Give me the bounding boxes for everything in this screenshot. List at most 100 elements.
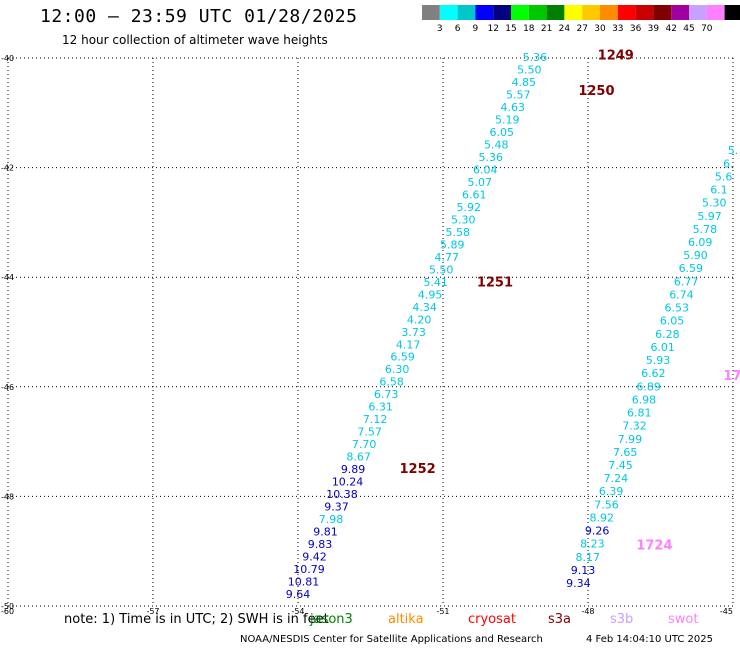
color-scale-label: 36	[630, 24, 642, 34]
pass-label: 1249	[598, 48, 634, 63]
color-scale-label: 21	[541, 24, 552, 34]
wave-height-point: 5.36	[523, 51, 548, 64]
wave-height-point: 6.59	[390, 351, 415, 364]
wave-height-point: 8.23	[580, 538, 605, 551]
wave-height-point: 6.89	[636, 380, 661, 393]
color-scale-swatch	[600, 5, 618, 20]
wave-height-point: 6.1	[710, 184, 728, 197]
wave-height-point: 10.79	[293, 563, 325, 576]
color-scale-swatch	[671, 5, 689, 20]
color-scale-label: 18	[523, 24, 535, 34]
wave-height-point: 7.98	[319, 513, 344, 526]
wave-height-point: 4.77	[434, 251, 459, 264]
wave-height-point: 4.20	[407, 313, 432, 326]
wave-height-point: 6.81	[627, 407, 652, 420]
satellite-legend-item: swot	[668, 612, 699, 627]
wave-height-point: 9.81	[313, 526, 338, 539]
wave-height-point: 6.05	[660, 315, 685, 328]
wave-height-point: 7.24	[604, 472, 629, 485]
wave-height-point: 4.17	[396, 338, 421, 351]
wave-height-point: 5.57	[506, 88, 531, 101]
wave-height-point: 6.01	[650, 341, 675, 354]
y-tick-label: -48	[1, 492, 14, 501]
color-scale-swatch	[689, 5, 707, 20]
y-tick-label: -50	[1, 602, 14, 611]
wave-height-point: 5.30	[451, 213, 476, 226]
color-scale-swatch	[635, 5, 654, 20]
wave-height-point: 6.09	[688, 236, 713, 249]
wave-height-point: 9.37	[324, 501, 349, 514]
y-tick-label: -46	[1, 383, 14, 392]
wave-height-point: 4.85	[512, 76, 537, 89]
color-scale-swatch	[439, 5, 458, 20]
color-scale-label: 12	[487, 24, 498, 34]
wave-height-point: 6.53	[665, 302, 690, 315]
wave-height-point: 5.89	[440, 238, 465, 251]
x-tick-label: -54	[291, 607, 304, 616]
wave-height-point: 6.61	[462, 188, 487, 201]
wave-height-point: 5.92	[456, 201, 481, 214]
wave-height-point: 6.58	[379, 376, 404, 389]
wave-height-point: 7.65	[613, 446, 638, 459]
x-tick-label: -48	[581, 607, 594, 616]
pass-label: 1252	[400, 462, 436, 477]
wave-height-point: 8.92	[590, 511, 615, 524]
wave-height-point: 4.63	[501, 101, 526, 114]
footer-date: 4 Feb 14:04:10 UTC 2025	[586, 634, 713, 645]
color-scale-label: 33	[612, 24, 623, 34]
wave-height-point: 7.45	[608, 459, 633, 472]
color-scale-swatch	[493, 5, 511, 20]
color-scale-swatch	[475, 5, 494, 20]
color-scale-swatch	[617, 5, 636, 20]
footer-credit: NOAA/NESDIS Center for Satellite Applica…	[240, 634, 543, 645]
wave-height-point: 9.34	[566, 577, 591, 590]
wave-height-point: 8.67	[346, 451, 371, 464]
wave-height-point: 6.30	[385, 363, 410, 376]
wave-height-point: 6.04	[473, 163, 498, 176]
wave-height-point: 5.19	[495, 113, 520, 126]
wave-height-point: 9.42	[302, 551, 327, 564]
wave-height-point: 10.81	[288, 576, 320, 589]
satellite-legend-item: cryosat	[468, 612, 516, 627]
wave-height-point: 8.17	[575, 551, 600, 564]
wave-height-point: 9.26	[585, 525, 610, 538]
wave-height-point: 6.77	[674, 275, 699, 288]
x-tick-label: -57	[146, 607, 159, 616]
wave-height-point: 5.50	[429, 263, 454, 276]
wave-height-point: 6.98	[632, 393, 657, 406]
wave-height-point: 4.34	[412, 301, 437, 314]
wave-height-point: 5.30	[702, 197, 727, 210]
wave-height-point: 5.90	[683, 249, 708, 262]
wave-height-point: 6.62	[641, 367, 666, 380]
color-scale-swatch	[511, 5, 529, 20]
wave-height-point: 6.05	[490, 126, 515, 139]
wave-height-point: 7.12	[363, 413, 388, 426]
wave-height-point: 5.93	[646, 354, 671, 367]
wave-height-point: 7.99	[618, 433, 643, 446]
wave-height-point: 6.	[723, 157, 734, 170]
color-scale-label: 70	[701, 24, 713, 34]
color-scale-swatch	[564, 5, 583, 20]
wave-height-point: 6.59	[679, 262, 704, 275]
wave-height-point: 9.83	[308, 538, 333, 551]
wave-height-point: 10.24	[332, 476, 364, 489]
pass-label: 1250	[578, 84, 614, 99]
wave-height-point: 6.31	[368, 401, 393, 414]
wave-height-point: 5.07	[468, 176, 493, 189]
pass-label: 1724	[636, 539, 672, 554]
satellite-legend-item: altika	[388, 612, 424, 627]
wave-height-point: 7.70	[352, 438, 377, 451]
wave-height-point: 9.64	[286, 588, 311, 601]
color-scale-swatch	[422, 5, 440, 20]
color-scale-swatch	[546, 5, 565, 20]
wave-height-point: 9.13	[571, 564, 596, 577]
wave-height-point: 9.89	[341, 463, 366, 476]
wave-height-point: 7.56	[594, 498, 619, 511]
color-scale-swatch	[457, 5, 476, 20]
color-scale-swatch	[724, 5, 740, 20]
y-tick-label: -42	[1, 164, 14, 173]
color-scale-swatch	[528, 5, 547, 20]
y-tick-label: -40	[1, 54, 14, 63]
wave-height-point: 6.39	[599, 485, 624, 498]
